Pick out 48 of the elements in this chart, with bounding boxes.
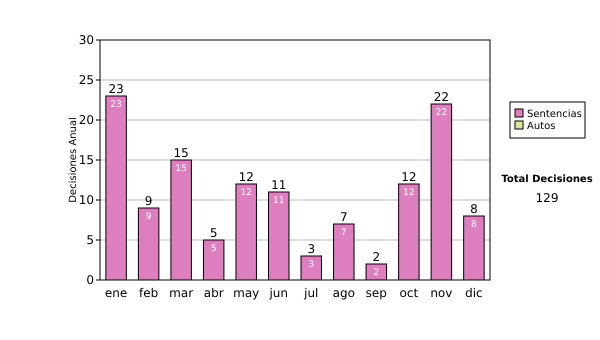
x-tick-label: nov <box>430 286 452 300</box>
data-label: 7 <box>340 228 347 238</box>
total-label: 12 <box>238 170 254 184</box>
y-tick-label: 0 <box>86 273 94 287</box>
total-label: 23 <box>108 82 124 96</box>
x-tick-label: dic <box>465 286 483 300</box>
data-label: 23 <box>110 100 122 110</box>
y-tick-label: 20 <box>78 113 94 127</box>
total-label: 3 <box>307 242 316 256</box>
y-tick-label: 30 <box>78 33 94 47</box>
x-tick-label: mar <box>169 286 194 300</box>
legend-label: Autos <box>527 121 556 132</box>
data-label: 22 <box>436 108 448 118</box>
data-label: 12 <box>240 188 252 198</box>
data-label: 8 <box>471 220 478 230</box>
y-tick-label: 10 <box>78 193 94 207</box>
data-label: 12 <box>403 188 415 198</box>
total-label: 12 <box>401 170 416 184</box>
x-tick-label: feb <box>139 286 158 300</box>
y-tick-label: 25 <box>78 73 94 87</box>
total-label: 2 <box>372 250 380 264</box>
y-axis-title: Decisiones Anual <box>68 117 79 203</box>
x-tick-label: ene <box>104 286 128 300</box>
x-tick-label: abr <box>204 286 224 300</box>
total-label: 7 <box>340 210 348 224</box>
y-tick-label: 15 <box>78 153 94 167</box>
data-label: 5 <box>210 244 217 254</box>
total-label: 11 <box>271 178 286 192</box>
data-label: 2 <box>373 268 380 278</box>
x-tick-label: may <box>233 286 260 300</box>
total-label: 22 <box>434 90 450 104</box>
x-tick-label: jul <box>303 286 318 300</box>
data-label: 15 <box>175 164 187 174</box>
x-tick-label: jun <box>268 286 288 300</box>
legend-label: Sentencias <box>527 109 582 120</box>
total-label: 9 <box>144 194 152 208</box>
data-label: 11 <box>273 196 284 206</box>
text: 129 <box>536 191 558 205</box>
x-tick-label: ago <box>332 286 355 300</box>
total-label: 5 <box>210 226 218 240</box>
total-label: 8 <box>470 202 478 216</box>
x-tick-label: oct <box>400 286 418 300</box>
data-label: 9 <box>146 212 152 222</box>
data-label: 3 <box>308 260 314 270</box>
text: Total Decisiones <box>501 174 593 185</box>
x-tick-label: sep <box>366 286 387 300</box>
y-tick-label: 5 <box>86 233 94 247</box>
total-label: 15 <box>174 146 189 160</box>
